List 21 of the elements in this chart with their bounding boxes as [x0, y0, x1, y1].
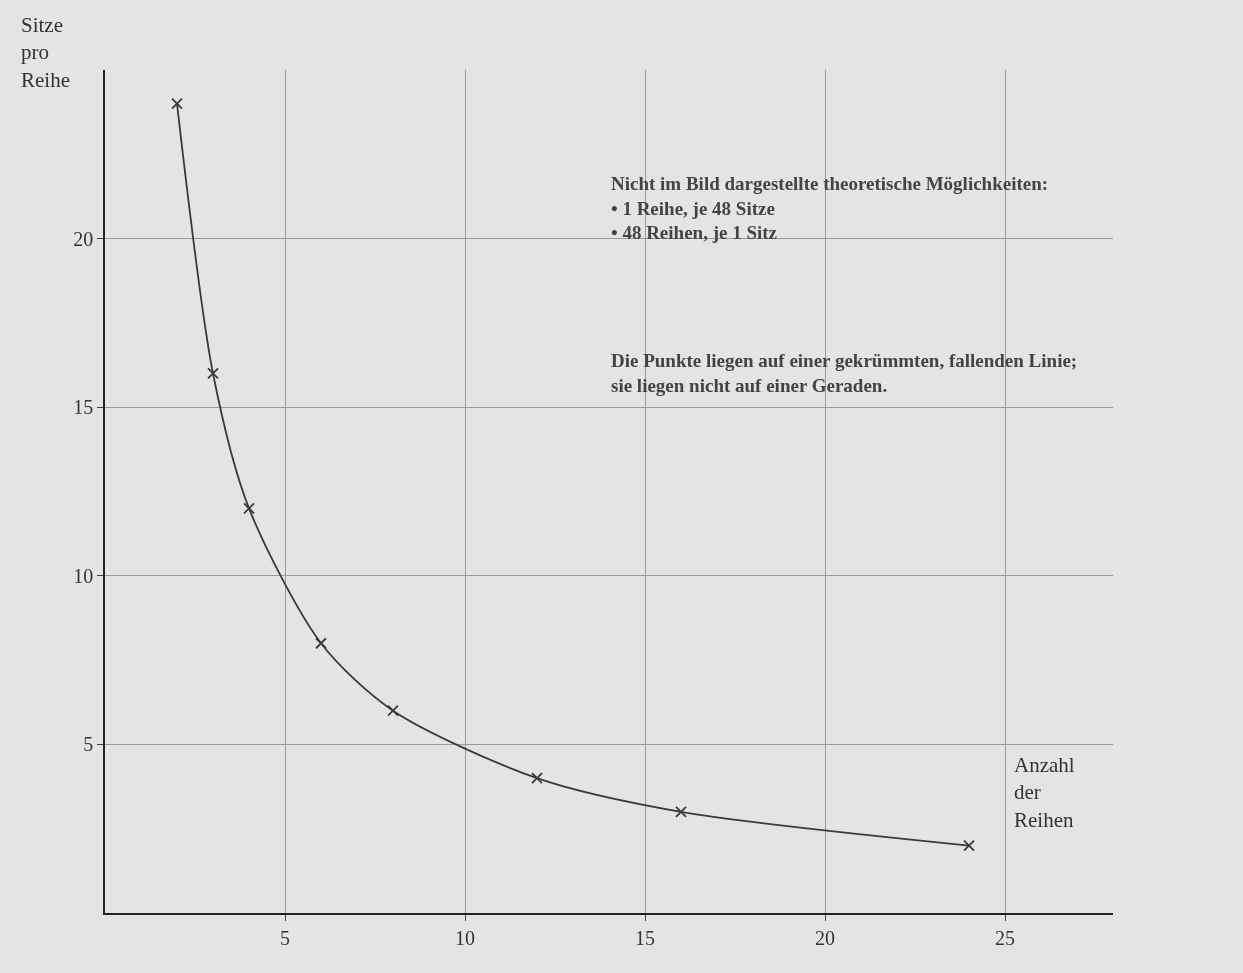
- x-axis-title: Anzahl der Reihen: [1014, 753, 1075, 832]
- point: [315, 637, 327, 650]
- y-tick-label: 10: [73, 564, 94, 587]
- x-tick-label: 20: [815, 926, 835, 949]
- point: [243, 502, 255, 515]
- x-tick-label: 5: [280, 926, 290, 949]
- y-tick-label: 20: [73, 227, 94, 250]
- point: [171, 97, 183, 110]
- y-axis-title: Sitze pro Reihe: [21, 13, 70, 92]
- point: [963, 839, 975, 852]
- point: [207, 367, 219, 380]
- x-tick-label: 15: [635, 926, 655, 949]
- point: [387, 704, 399, 717]
- annotation: Die Punkte liegen auf einer gekrümmten, fallenden Linie; sie liegen nicht auf einer Geraden.: [611, 350, 1078, 396]
- annotation: Nicht im Bild dargestellte theoretische Möglichkeiten: • 1 Reihe, je 48 Sitze • 48 Reihen, je 1 Sitz: [611, 173, 1049, 244]
- x-tick-label: 10: [455, 926, 475, 949]
- y-tick-label: 15: [73, 396, 94, 419]
- y-tick-label: 5: [83, 733, 94, 756]
- point: [531, 772, 543, 785]
- x-tick-label: 25: [995, 926, 1015, 949]
- point: [675, 805, 687, 818]
